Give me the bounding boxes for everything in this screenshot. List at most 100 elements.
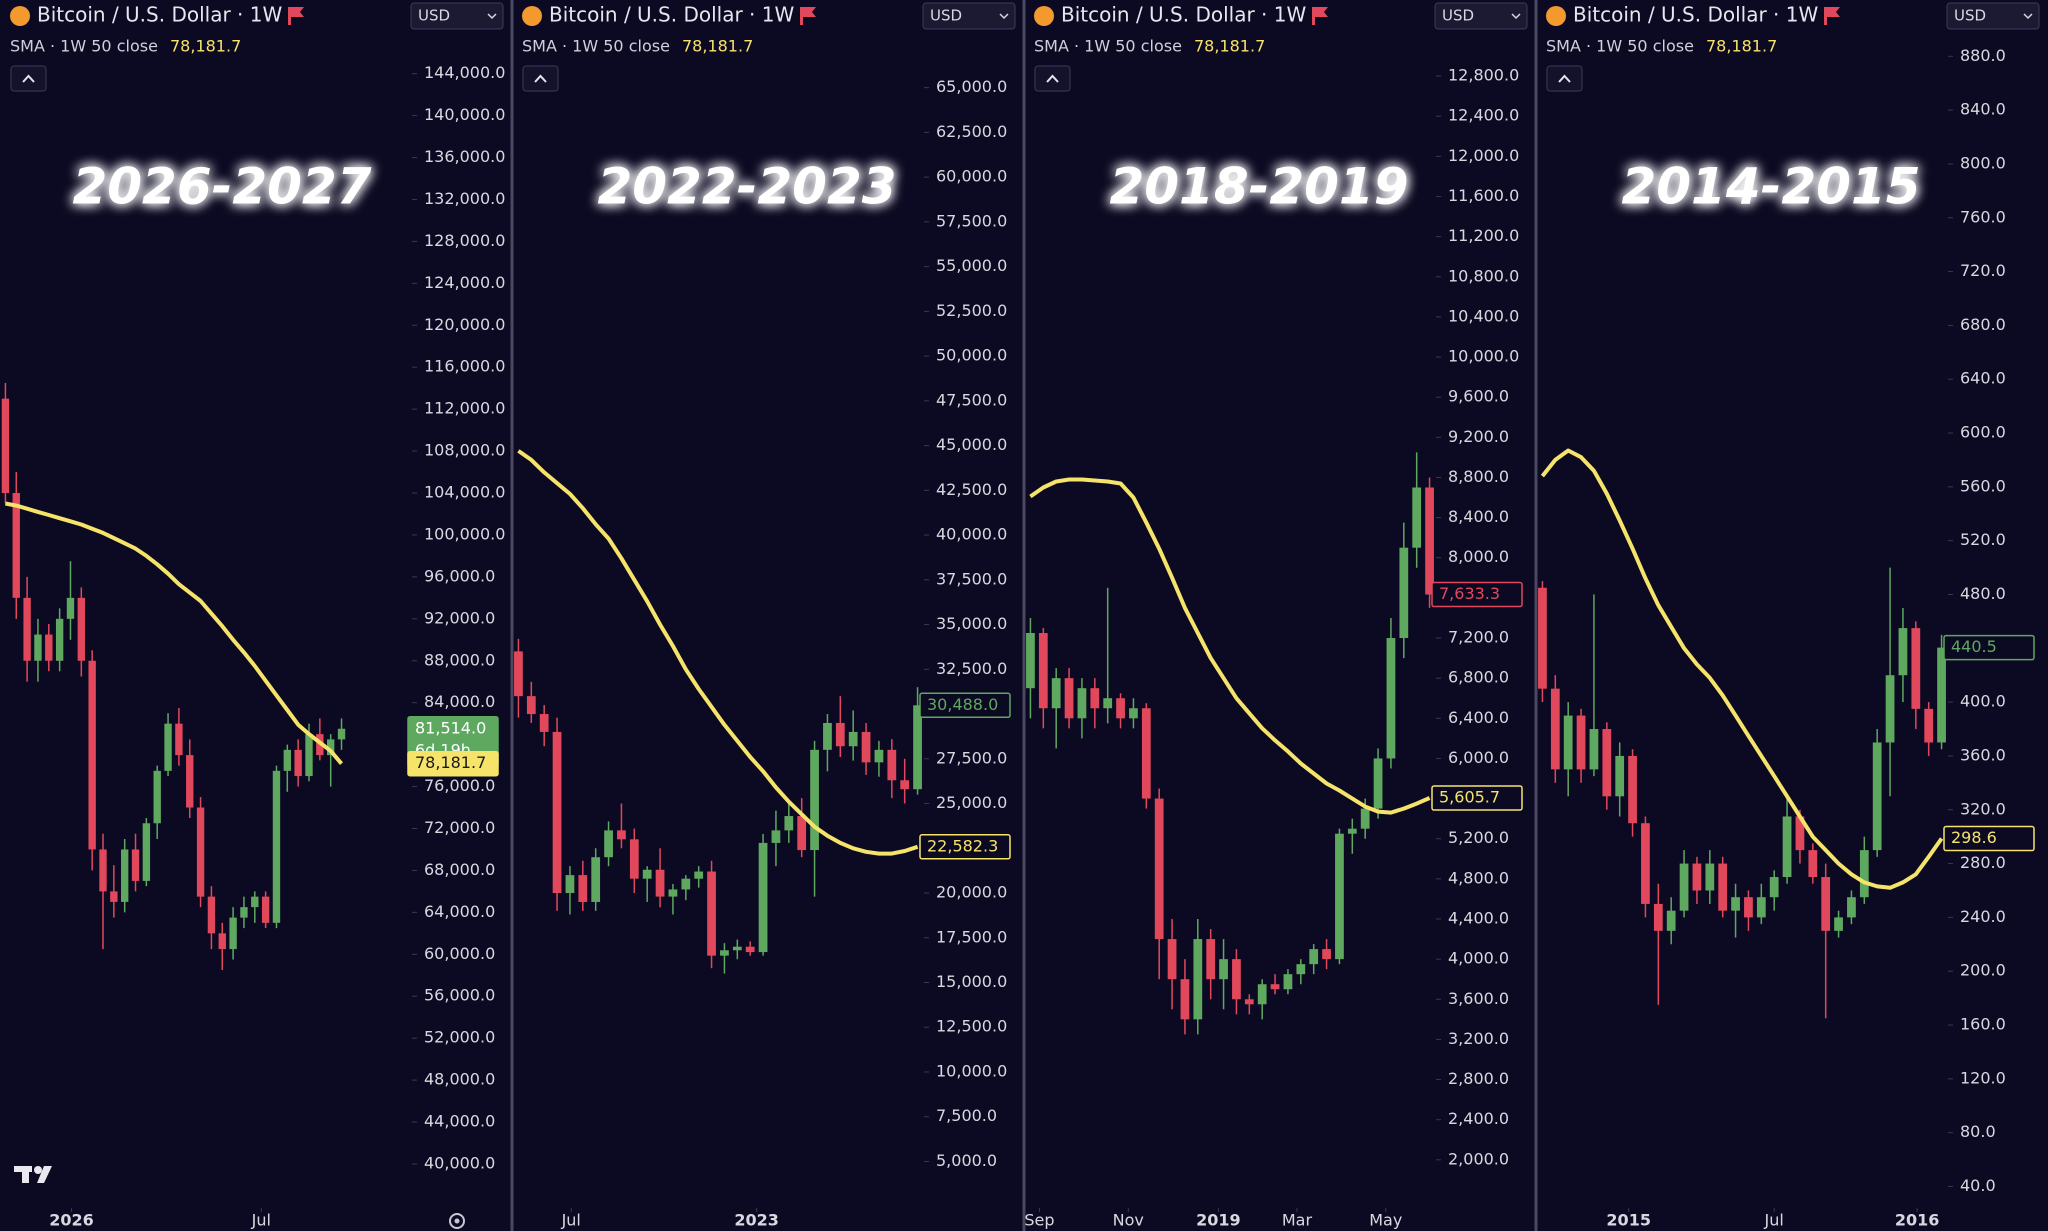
y-tick-label: 2,400.0 [1448,1109,1509,1128]
collapse-button[interactable] [1546,65,1583,92]
y-tick-label: 124,000.0 [424,273,505,292]
candle-body [1769,877,1779,898]
collapse-caret [1558,74,1571,83]
candle-body [1666,910,1676,931]
candle-body [642,869,652,879]
y-tick-label: 360.0 [1960,745,2006,764]
candle-body [1296,964,1306,975]
candle-body [1576,715,1586,770]
candle-body [1270,984,1280,990]
candle-body [305,734,313,777]
candle-body [1911,628,1921,709]
candle-body [1090,688,1100,709]
price-label-box [1431,581,1523,608]
candle-body [1602,729,1612,797]
y-tick-label: 800.0 [1960,153,2006,172]
y-tick-label: 44,000.0 [424,1112,495,1131]
y-tick-label: 7,500.0 [936,1106,997,1125]
y-tick-label: 120.0 [1960,1068,2006,1087]
candle-body [283,749,292,771]
y-tick-label: 40,000.0 [424,1153,495,1172]
chart-panel: 880.0 840.0 800.0 760.0 720.0 680.0 640.0 600.0… [1538,2,2040,1230]
candle-body [1206,939,1216,980]
candle-body [552,731,562,894]
candle-body [1550,688,1560,770]
candle-body [1628,755,1637,824]
candle-body [272,770,281,923]
y-tick-label: 50,000.0 [936,346,1007,365]
candle-body [1924,708,1934,743]
candle-body [1653,903,1663,931]
candle-body [77,597,86,661]
y-tick-label: 12,400.0 [1448,106,1519,125]
x-tick-label: May [1369,1211,1402,1230]
candle-body [34,634,42,661]
candle-body [55,618,64,661]
collapse-caret [1046,74,1059,83]
currency-label: USD [930,7,962,25]
indicator-name: SMA · 1W 50 close [1034,37,1182,56]
price-label-box [919,834,1011,860]
y-tick-label: 3,200.0 [1448,1029,1509,1048]
x-tick-label: Jul [1764,1211,1784,1230]
candle-body [1360,808,1370,829]
y-tick-label: 60,000.0 [936,167,1007,186]
flag-icon [288,7,304,25]
collapse-button[interactable] [1034,65,1071,92]
y-tick-label: 2,800.0 [1448,1069,1509,1088]
candle-body [240,907,248,918]
coin-icon [1034,6,1054,26]
y-tick-label: 8,400.0 [1448,507,1509,526]
y-tick-label: 120,000.0 [424,315,505,334]
candle-body [758,842,768,953]
candle-body [1563,715,1573,770]
y-tick-label: 640.0 [1960,369,2006,388]
y-tick-label: 2,000.0 [1448,1149,1509,1168]
currency-dropdown[interactable] [922,2,1016,30]
candle-body [874,749,884,763]
candle-body [604,830,613,858]
y-tick-label: 8,800.0 [1448,467,1509,486]
x-tick-label: 2019 [1196,1211,1241,1230]
currency-dropdown[interactable] [1434,2,1528,30]
y-tick-label: 140,000.0 [424,105,505,124]
candle-body [1103,698,1113,709]
sma-line [517,449,919,856]
candle-body [1859,850,1869,898]
y-tick-label: 10,400.0 [1448,306,1519,325]
y-tick-label: 27,500.0 [936,748,1007,767]
candle-body [1705,863,1715,891]
price-label-text: 298.6 [1951,828,1997,847]
candle-body [1412,487,1422,548]
currency-dropdown[interactable] [1946,2,2040,30]
candle-body [514,651,523,697]
candle-body [861,731,871,763]
price-label-box [407,750,499,777]
y-tick-label: 520.0 [1960,530,2006,549]
y-tick-label: 7,200.0 [1448,628,1509,647]
y-tick-label: 240.0 [1960,907,2006,926]
currency-dropdown[interactable] [410,2,504,30]
candle-body [591,857,601,902]
y-tick-label: 9,600.0 [1448,387,1509,406]
y-tick-label: 6,800.0 [1448,668,1509,687]
candle-body [1244,999,1254,1005]
candle-body [1,398,10,494]
y-tick-label: 12,800.0 [1448,66,1519,85]
candle-body [23,597,31,661]
dropdown-caret [999,13,1009,20]
y-tick-label: 4,400.0 [1448,908,1509,927]
collapse-caret [22,74,35,83]
indicator-value: 78,181.7 [170,37,241,56]
coin-icon [10,6,30,26]
collapse-button[interactable] [10,65,47,92]
collapse-button[interactable] [522,65,559,92]
candle-body [175,723,183,756]
period-label: 2026-2027 [72,158,371,216]
y-tick-label: 840.0 [1960,100,2006,119]
y-tick-label: 10,800.0 [1448,266,1519,285]
candle-body [218,933,226,950]
settings-gear[interactable] [449,1213,465,1229]
y-tick-label: 400.0 [1960,692,2006,711]
y-tick-label: 560.0 [1960,476,2006,495]
